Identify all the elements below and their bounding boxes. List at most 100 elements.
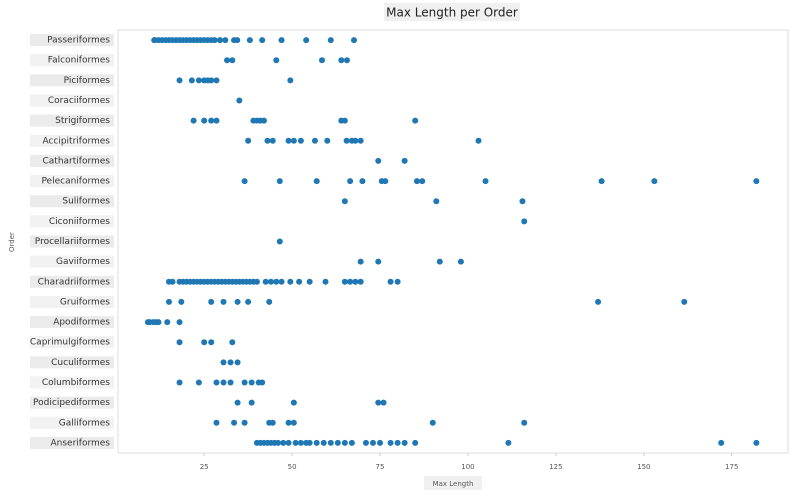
point <box>234 399 241 406</box>
point <box>208 339 215 346</box>
point <box>292 439 299 446</box>
point <box>220 359 227 366</box>
point <box>343 137 350 144</box>
y-tick-label: Suliformes <box>62 197 110 207</box>
point <box>357 278 364 285</box>
y-label-box <box>30 316 114 329</box>
point <box>348 439 355 446</box>
y-label-box <box>30 396 114 409</box>
point <box>269 137 276 144</box>
point <box>241 178 248 185</box>
x-tick-label: 50 <box>288 463 297 471</box>
point <box>595 298 602 305</box>
x-tick-label: 150 <box>637 463 650 471</box>
point <box>211 37 218 44</box>
point <box>362 439 369 446</box>
point <box>178 298 185 305</box>
y-tick-label: Ciconiiformes <box>49 217 110 227</box>
point <box>318 57 325 64</box>
point <box>290 137 297 144</box>
point <box>285 439 292 446</box>
y-label-box <box>30 295 114 308</box>
x-label-box <box>424 476 482 490</box>
point <box>475 137 482 144</box>
y-tick-label: Falconiformes <box>48 56 111 66</box>
point <box>753 439 760 446</box>
point <box>213 77 220 84</box>
y-label-box <box>30 416 114 429</box>
point <box>176 319 183 326</box>
point <box>273 278 280 285</box>
y-tick-label: Passeriformes <box>47 36 110 46</box>
point <box>359 178 366 185</box>
y-label-box <box>30 195 114 208</box>
point <box>324 137 331 144</box>
point <box>253 278 260 285</box>
point <box>357 137 364 144</box>
y-label-box <box>30 74 114 87</box>
point <box>387 439 394 446</box>
point <box>169 278 176 285</box>
point <box>352 137 359 144</box>
point <box>598 178 605 185</box>
point <box>369 439 376 446</box>
point <box>155 319 162 326</box>
chart-title: Max Length per Order <box>386 6 518 20</box>
point <box>234 298 241 305</box>
point <box>505 439 512 446</box>
point <box>222 37 229 44</box>
point <box>457 258 464 265</box>
point <box>213 117 220 124</box>
y-tick-label: Gaviiformes <box>56 257 110 267</box>
y-label-box <box>30 54 114 67</box>
point <box>341 278 348 285</box>
point <box>287 278 294 285</box>
point <box>753 178 760 185</box>
y-label-box <box>30 356 114 369</box>
y-tick-label: Podicipediformes <box>33 398 110 408</box>
point <box>313 178 320 185</box>
y-label-box <box>30 134 114 147</box>
point <box>208 298 215 305</box>
point <box>241 419 248 426</box>
point <box>259 37 266 44</box>
y-tick-label: Columbiformes <box>42 378 110 388</box>
point <box>412 439 419 446</box>
y-tick-label: Galliformes <box>59 418 111 428</box>
point <box>412 117 419 124</box>
point <box>322 278 329 285</box>
point <box>176 379 183 386</box>
point <box>260 117 267 124</box>
y-label-box <box>30 275 114 288</box>
point <box>266 298 273 305</box>
point <box>296 278 303 285</box>
point <box>229 339 236 346</box>
y-label-box <box>30 376 114 389</box>
point <box>231 419 238 426</box>
point <box>190 117 197 124</box>
point <box>213 379 220 386</box>
point <box>350 37 357 44</box>
y-label-box <box>30 154 114 167</box>
plot-area <box>117 29 789 454</box>
point <box>201 339 208 346</box>
point <box>276 238 283 245</box>
y-tick-label: Piciformes <box>64 76 111 86</box>
point <box>276 178 283 185</box>
point <box>220 298 227 305</box>
point <box>297 137 304 144</box>
point <box>287 77 294 84</box>
point <box>248 399 255 406</box>
point <box>375 258 382 265</box>
point <box>290 399 297 406</box>
point <box>433 198 440 205</box>
point <box>164 319 171 326</box>
point <box>352 278 359 285</box>
point <box>681 298 688 305</box>
y-label-box <box>30 175 114 188</box>
point <box>245 137 252 144</box>
x-tick-label: 100 <box>461 463 474 471</box>
point <box>285 419 292 426</box>
y-label-box <box>30 255 114 268</box>
